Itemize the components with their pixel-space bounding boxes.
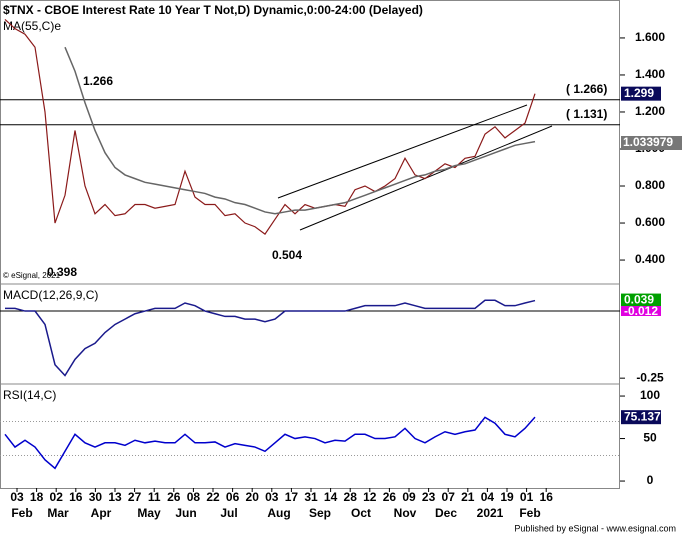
x-tick-label: 09 — [402, 490, 416, 504]
series-line — [64, 46, 536, 215]
x-tick-label: 17 — [285, 490, 299, 504]
level-label: ( 1.266) — [566, 82, 607, 96]
x-tick-label: 03 — [10, 490, 24, 504]
month-label: Jun — [175, 506, 196, 520]
x-tick-label: 16 — [540, 490, 554, 504]
x-tick-label: 22 — [206, 490, 220, 504]
annotation: 0.398 — [47, 265, 77, 279]
x-tick-label: 28 — [344, 490, 358, 504]
signal-box — [621, 306, 661, 316]
last-value-box — [621, 410, 661, 425]
chart-title: $TNX - CBOE Interest Rate 10 Year T Not,… — [3, 3, 423, 17]
panel-title: MACD(12,26,9,C) — [3, 288, 98, 302]
x-tick-label: 26 — [383, 490, 397, 504]
series-line — [4, 18, 536, 235]
watermark: © eSignal, 2021 — [3, 271, 61, 280]
x-tick-label: 02 — [50, 490, 64, 504]
month-label: Dec — [435, 506, 457, 520]
x-tick-label: 16 — [69, 490, 83, 504]
y-tick-label: 0 — [647, 473, 654, 487]
x-tick-label: 21 — [461, 490, 475, 504]
annotation: 0.504 — [272, 248, 302, 262]
last-value-label: 1.299 — [624, 86, 654, 100]
channel-line — [277, 104, 528, 199]
x-tick-label: 19 — [500, 490, 514, 504]
last-value-box — [621, 86, 661, 101]
month-label: Mar — [47, 506, 69, 520]
x-tick-label: 13 — [108, 490, 122, 504]
x-tick-label: 01 — [520, 490, 534, 504]
last-value-box — [621, 293, 661, 308]
x-tick-label: 30 — [89, 490, 103, 504]
plot-frame — [0, 0, 620, 489]
y-tick-label: 0.600 — [635, 215, 665, 229]
y-tick-label: -0.25 — [636, 370, 664, 384]
footer: Published by eSignal - www.esignal.com — [514, 523, 676, 533]
y-tick-label: 1.400 — [635, 67, 665, 81]
x-tick-label: 04 — [481, 490, 495, 504]
month-label: Apr — [91, 506, 112, 520]
y-tick-label: 1.200 — [635, 104, 665, 118]
x-tick-label: 08 — [187, 490, 201, 504]
month-label: Sep — [309, 506, 331, 520]
series-line — [4, 416, 536, 470]
month-label: Nov — [394, 506, 417, 520]
trend-box — [621, 136, 682, 150]
y-tick-label: 0.800 — [635, 178, 665, 192]
signal-label: -0.012 — [624, 304, 658, 318]
x-tick-label: 12 — [363, 490, 377, 504]
month-label: Aug — [267, 506, 290, 520]
last-value-label: 75.137 — [624, 409, 661, 423]
x-tick-label: 07 — [442, 490, 456, 504]
x-tick-label: 26 — [167, 490, 181, 504]
x-tick-label: 06 — [226, 490, 240, 504]
x-tick-label: 18 — [30, 490, 44, 504]
x-tick-label: 03 — [265, 490, 279, 504]
x-tick-label: 11 — [148, 490, 161, 504]
y-tick-label: 50 — [643, 431, 657, 445]
month-label: May — [137, 506, 161, 520]
month-label: Feb — [11, 506, 32, 520]
x-tick-label: 31 — [304, 490, 318, 504]
x-tick-label: 14 — [324, 490, 338, 504]
x-tick-label: 20 — [246, 490, 260, 504]
y-tick-label: 100 — [640, 388, 660, 402]
x-tick-label: 27 — [128, 490, 142, 504]
trend-label: 1.033979 — [623, 135, 673, 149]
y-tick-label: 0.400 — [635, 252, 665, 266]
x-tick-label: 23 — [422, 490, 436, 504]
y-tick-label: 1.600 — [635, 30, 665, 44]
series-line — [5, 299, 536, 377]
panel-title: RSI(14,C) — [3, 388, 56, 402]
month-label: Jul — [220, 506, 237, 520]
level-label: ( 1.131) — [566, 107, 607, 121]
month-label: Feb — [519, 506, 540, 520]
month-label: Oct — [351, 506, 371, 520]
month-label: 2021 — [477, 506, 504, 520]
last-value-label: 0.039 — [624, 293, 654, 307]
annotation: 1.266 — [83, 74, 113, 88]
